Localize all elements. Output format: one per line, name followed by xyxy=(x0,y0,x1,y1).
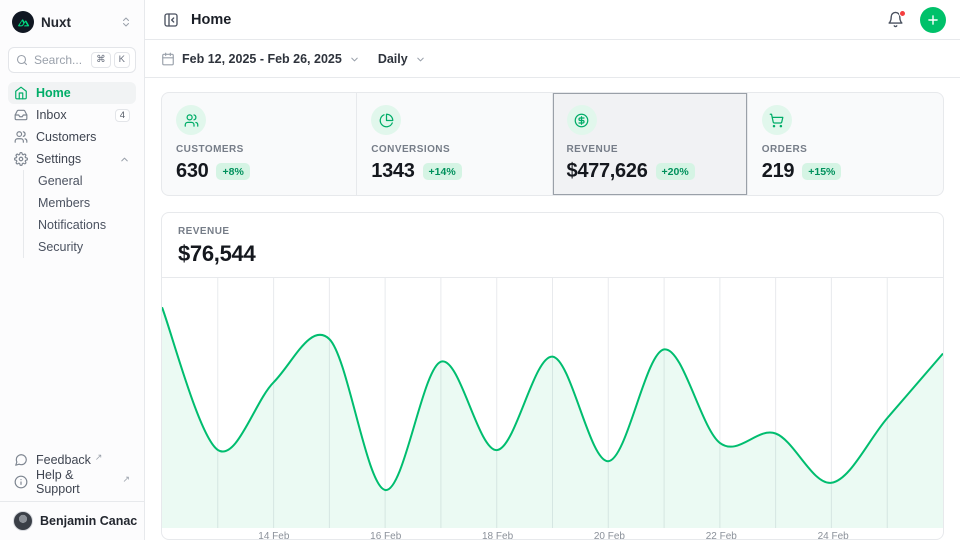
add-button[interactable] xyxy=(920,6,946,33)
calendar-icon xyxy=(161,52,175,66)
sidebar-item-members[interactable]: Members xyxy=(38,196,91,210)
avatar xyxy=(13,511,33,531)
period-label: Daily xyxy=(377,51,408,66)
stat-label: CONVERSIONS xyxy=(371,144,451,155)
info-circle-icon xyxy=(14,475,28,489)
team-switcher[interactable]: Nuxt xyxy=(8,10,136,34)
notifications-button[interactable] xyxy=(885,9,906,30)
users-icon xyxy=(14,130,28,144)
chart-header: REVENUE $76,544 xyxy=(162,213,943,277)
chevron-up-icon xyxy=(119,154,130,165)
notification-dot xyxy=(899,10,906,17)
dollar-circle-icon xyxy=(566,105,597,135)
pie-chart-icon xyxy=(371,105,402,135)
external-link-icon: ↗ xyxy=(122,474,130,484)
date-range-label: Feb 12, 2025 - Feb 26, 2025 xyxy=(182,51,342,66)
x-tick-label: 20 Feb xyxy=(593,531,625,540)
chevrons-up-down-icon xyxy=(120,16,132,28)
sidebar-item-label: Inbox xyxy=(36,108,67,122)
external-link-icon: ↗ xyxy=(94,452,103,462)
stat-card-conversions[interactable]: CONVERSIONS 1343 +14% xyxy=(357,93,553,195)
cart-icon xyxy=(761,105,792,135)
stat-card-orders[interactable]: ORDERS 219 +15% xyxy=(748,93,943,195)
revenue-area-chart[interactable] xyxy=(162,277,943,528)
stat-delta-badge: +15% xyxy=(802,163,842,180)
stat-value: 219 xyxy=(761,160,795,182)
x-tick-label: 18 Feb xyxy=(481,531,514,540)
gear-icon xyxy=(14,152,28,166)
sidebar-item-general[interactable]: General xyxy=(38,174,83,188)
top-header: Home xyxy=(145,0,960,40)
stat-card-revenue[interactable]: REVENUE $477,626 +20% xyxy=(552,93,748,195)
content: CUSTOMERS 630 +8% CONVERSIONS 1343 +14% xyxy=(145,78,960,540)
team-name: Nuxt xyxy=(41,14,71,30)
user-menu[interactable]: Benjamin Canac xyxy=(8,508,153,534)
sidebar-item-feedback[interactable]: Feedback ↗ xyxy=(8,449,136,471)
sidebar-item-help-support[interactable]: Help & Support ↗ xyxy=(8,468,136,496)
sidebar-item-label: Settings xyxy=(36,152,82,166)
stat-value: 1343 xyxy=(371,160,415,182)
x-tick-label: 22 Feb xyxy=(705,531,737,540)
stat-delta-badge: +14% xyxy=(422,163,462,180)
sidebar-item-notifications[interactable]: Notifications xyxy=(38,218,107,232)
inbox-icon xyxy=(14,108,28,122)
stats-row: CUSTOMERS 630 +8% CONVERSIONS 1343 +14% xyxy=(161,92,944,196)
chevron-down-icon xyxy=(415,54,426,65)
page-title: Home xyxy=(191,11,232,28)
stat-label: REVENUE xyxy=(566,144,618,155)
divider xyxy=(0,501,144,502)
stat-value: 630 xyxy=(176,160,209,182)
search-icon xyxy=(16,54,28,66)
x-tick-label: 14 Feb xyxy=(258,531,290,540)
chart-metric-value: $76,544 xyxy=(178,241,256,266)
sidebar-item-security[interactable]: Security xyxy=(38,240,84,254)
main-area: Home Feb 12, 2025 - Feb 26, 2025 xyxy=(145,0,960,540)
search-placeholder: Search... xyxy=(34,53,83,67)
message-circle-icon xyxy=(14,453,28,467)
period-select[interactable]: Daily xyxy=(378,52,426,66)
stat-card-customers[interactable]: CUSTOMERS 630 +8% xyxy=(162,93,358,195)
x-tick-label: 16 Feb xyxy=(370,531,402,540)
stat-delta-badge: +20% xyxy=(655,163,695,180)
users-icon xyxy=(176,105,206,135)
sidebar-item-label: Home xyxy=(36,86,71,100)
chart-area-fill xyxy=(162,307,943,528)
stat-delta-badge: +8% xyxy=(216,163,250,180)
footer-link-label: Feedback xyxy=(36,453,91,467)
home-icon xyxy=(14,86,28,100)
stat-label: ORDERS xyxy=(761,144,808,155)
kbd-cmd: ⌘ xyxy=(91,52,111,68)
x-tick-label: 24 Feb xyxy=(817,531,849,540)
bell-icon xyxy=(888,11,903,28)
filter-toolbar: Feb 12, 2025 - Feb 26, 2025 Daily xyxy=(145,40,960,78)
collapse-sidebar-button[interactable] xyxy=(161,10,181,30)
sidebar: Nuxt Search... ⌘ K xyxy=(0,0,153,540)
date-range-picker[interactable]: Feb 12, 2025 - Feb 26, 2025 xyxy=(161,51,360,66)
inbox-count-badge: 4 xyxy=(114,108,130,122)
stat-value: $477,626 xyxy=(566,160,648,182)
chart-line xyxy=(162,307,943,490)
search-shortcut: ⌘ K xyxy=(91,52,130,68)
chevron-down-icon xyxy=(349,54,360,65)
sidebar-top: Nuxt Search... ⌘ K xyxy=(8,10,136,258)
sidebar-item-inbox[interactable]: Inbox 4 xyxy=(8,104,136,126)
sidebar-item-home[interactable]: Home xyxy=(8,82,136,104)
search-input[interactable]: Search... ⌘ K xyxy=(8,47,136,73)
user-name: Benjamin Canac xyxy=(40,514,138,528)
nuxt-logo-icon xyxy=(12,11,34,33)
footer-link-label: Help & Support xyxy=(36,468,80,496)
sidebar-nav: Home Inbox 4 Customers xyxy=(8,82,136,258)
sidebar-item-customers[interactable]: Customers xyxy=(8,126,136,148)
chart-x-axis: 14 Feb 16 Feb 18 Feb 20 Feb 22 Feb 24 Feb xyxy=(162,527,943,540)
stat-label: CUSTOMERS xyxy=(176,144,244,155)
kbd-k: K xyxy=(113,52,130,68)
plus-icon xyxy=(928,14,938,25)
settings-submenu: General Members Notifications Security xyxy=(23,170,136,258)
revenue-chart-card: REVENUE $76,544 14 Feb 16 Feb 18 Feb 20 Feb… xyxy=(161,212,944,540)
chart-metric-label: REVENUE xyxy=(178,226,230,237)
sidebar-item-label: Customers xyxy=(36,130,97,144)
sidebar-footer: Feedback ↗ Help & Support ↗ Benjamin Can… xyxy=(0,449,153,534)
sidebar-item-settings[interactable]: Settings xyxy=(8,148,136,170)
